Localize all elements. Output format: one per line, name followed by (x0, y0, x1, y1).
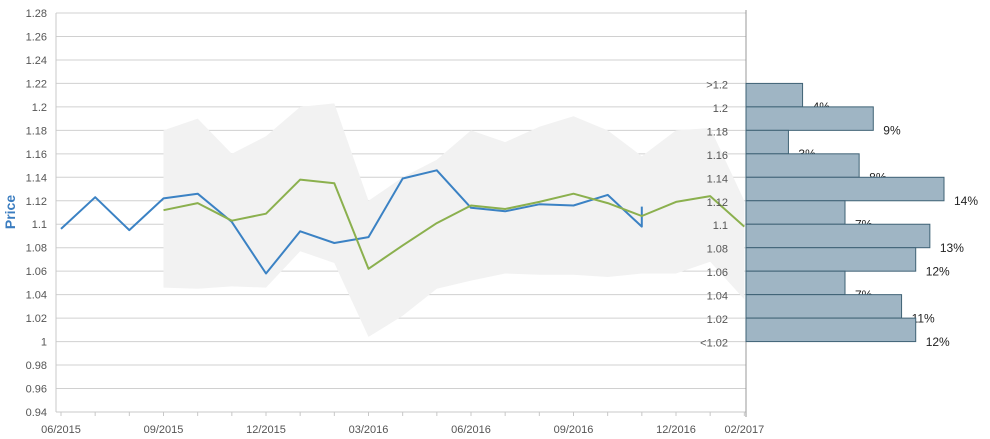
y-tick-label: 1.24 (26, 55, 47, 67)
y-tick-label: 1.02 (26, 313, 47, 325)
histogram-bar-label: 12% (926, 264, 950, 278)
x-tick-label: 09/2015 (144, 424, 184, 436)
histogram-category-label: 1.1 (713, 220, 728, 232)
y-tick-label: 1.16 (26, 149, 47, 161)
y-tick-label: 1.14 (26, 172, 47, 184)
histogram-bar (745, 106, 874, 131)
x-tick-label: 12/2016 (656, 424, 696, 436)
y-tick-label: 1.22 (26, 78, 47, 90)
price-range-band (163, 103, 745, 337)
histogram-category-label: 1.12 (707, 197, 728, 209)
y-tick-label: 0.98 (26, 360, 47, 372)
axes: 1.28 1.26 1.24 1.22 1.2 1.18 1.16 1.14 1.12 1.1 1.… (26, 8, 765, 436)
price-series (60, 169, 745, 275)
histogram-category-label: 1.2 (713, 103, 728, 115)
histogram-bar (745, 294, 903, 319)
x-tick-label: 03/2016 (349, 424, 389, 436)
y-tick-label: 1 (41, 337, 47, 349)
x-tick-label: 06/2015 (41, 424, 81, 436)
x-tick-label: 02/2017 (724, 424, 764, 436)
y-tick-label: 1.12 (26, 196, 47, 208)
histogram-bar-label: 9% (883, 124, 901, 138)
histogram-bar (745, 200, 846, 225)
histogram-category-label: 1.08 (707, 244, 728, 256)
range-band-area (163, 103, 745, 337)
distribution-histogram: 4%9%3%8%14%7%13%12%7%11%12%>1.21.21.181.… (700, 79, 978, 349)
series-line-1 (60, 169, 643, 275)
histogram-category-label: <1.02 (700, 338, 728, 350)
histogram-category-label: 1.06 (707, 267, 728, 279)
y-axis-label: Price (2, 195, 18, 229)
histogram-category-label: 1.14 (707, 173, 728, 185)
y-tick-label: 1.2 (32, 102, 47, 114)
y-tick-label: 1.04 (26, 290, 47, 302)
histogram-bar-label: 14% (954, 194, 978, 208)
series-line-2 (163, 178, 745, 270)
x-tick-label: 09/2016 (554, 424, 594, 436)
histogram-bar-label: 12% (926, 335, 950, 349)
y-tick-label: 1.06 (26, 266, 47, 278)
y-tick-label: 0.94 (26, 407, 47, 419)
histogram-bar (745, 153, 860, 178)
histogram-category-label: 1.16 (707, 150, 728, 162)
x-tick-label: 06/2016 (451, 424, 491, 436)
y-tick-label: 1.08 (26, 243, 47, 255)
histogram-bar (745, 176, 945, 202)
histogram-bar (745, 223, 931, 249)
histogram-bar (745, 270, 846, 296)
histogram-bar-label: 11% (912, 311, 935, 325)
histogram-category-label: 1.04 (707, 291, 728, 303)
histogram-bar (745, 129, 789, 155)
y-tick-label: 0.96 (26, 384, 47, 396)
histogram-category-label: >1.2 (706, 79, 728, 91)
histogram-bar (745, 317, 917, 343)
histogram-bar (745, 82, 804, 108)
histogram-category-label: 1.18 (707, 126, 728, 138)
histogram-category-label: 1.02 (707, 314, 728, 326)
histogram-bar-label: 13% (940, 241, 964, 255)
y-tick-label: 1.1 (32, 219, 47, 231)
y-tick-label: 1.18 (26, 125, 47, 137)
histogram-bar (745, 247, 917, 272)
y-tick-label: 1.28 (26, 8, 47, 20)
x-tick-label: 12/2015 (246, 424, 286, 436)
y-tick-label: 1.26 (26, 31, 47, 43)
